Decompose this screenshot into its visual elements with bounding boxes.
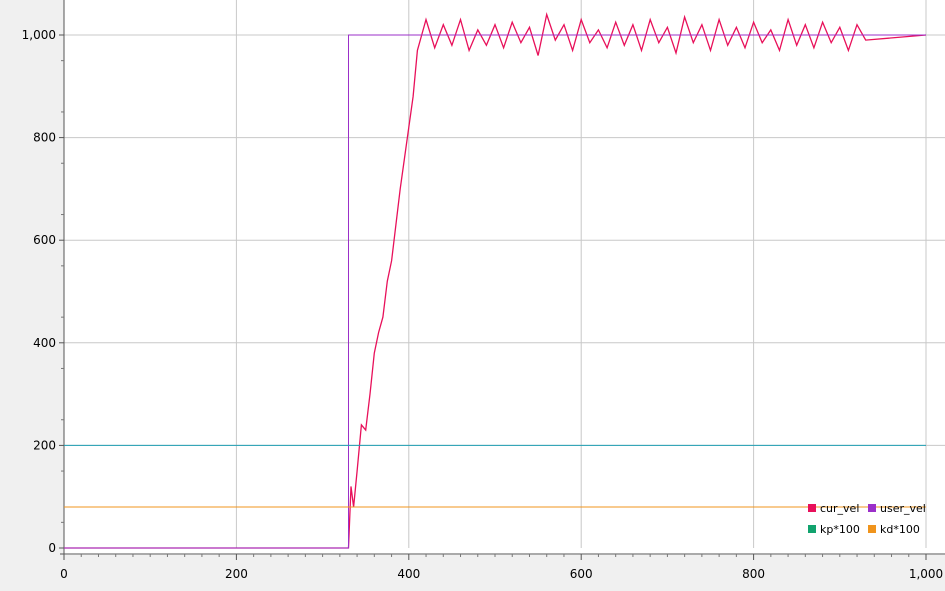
legend-swatch-kp-100 — [808, 525, 816, 533]
y-tick-label: 1,000 — [22, 28, 56, 42]
y-tick-label: 400 — [33, 336, 56, 350]
x-tick-label: 800 — [742, 567, 765, 581]
y-tick-label: 0 — [48, 541, 56, 555]
x-tick-label: 0 — [60, 567, 68, 581]
legend-label-kp-100: kp*100 — [820, 523, 860, 536]
x-tick-label: 1,000 — [909, 567, 943, 581]
legend-swatch-cur-vel — [808, 504, 816, 512]
series-line-user-vel — [64, 34, 926, 549]
x-tick-label: 600 — [570, 567, 593, 581]
y-tick-label: 200 — [33, 438, 56, 452]
y-tick-label: 600 — [33, 233, 56, 247]
x-tick-label: 400 — [397, 567, 420, 581]
x-tick-label: 200 — [225, 567, 248, 581]
legend-label-kd-100: kd*100 — [880, 523, 920, 536]
legend: cur_vel user_vel kp*100 kd*100 — [808, 502, 926, 536]
legend-swatch-kd-100 — [868, 525, 876, 533]
plot-area — [64, 0, 945, 555]
series-line-cur-vel — [64, 12, 927, 549]
legend-swatch-user-vel — [868, 504, 876, 512]
legend-label-cur-vel: cur_vel — [820, 502, 859, 515]
y-tick-label: 800 — [33, 131, 56, 145]
axes: 0 200 400 600 800 1,000 0 200 400 600 800 1,000 — [22, 0, 945, 581]
legend-label-user-vel: user_vel — [880, 502, 926, 515]
series-lines — [64, 12, 927, 549]
